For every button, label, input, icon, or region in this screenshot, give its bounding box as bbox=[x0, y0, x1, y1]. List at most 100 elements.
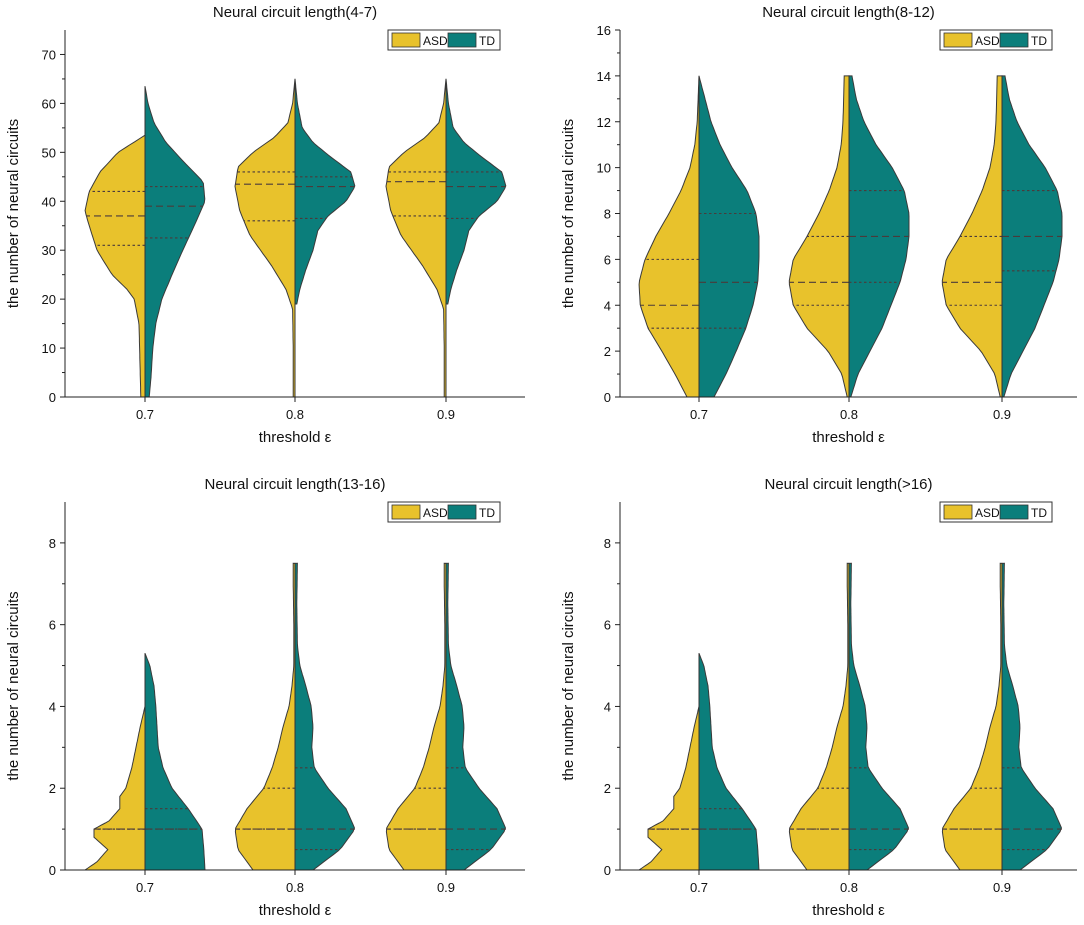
y-tick-label: 4 bbox=[49, 699, 56, 714]
legend-swatch-td bbox=[447, 504, 477, 520]
legend-swatch-asd bbox=[391, 32, 421, 48]
x-axis-label: threshold ε bbox=[259, 429, 332, 446]
x-tick-label: 0.8 bbox=[840, 880, 858, 895]
y-tick-label: 12 bbox=[597, 115, 611, 130]
y-axis-label: the number of neural circuits bbox=[560, 119, 577, 308]
y-tick-label: 60 bbox=[42, 96, 56, 111]
violin-td-0_9 bbox=[445, 562, 506, 871]
violin-asd-0_7 bbox=[83, 706, 146, 871]
violin-asd-0_8 bbox=[234, 562, 296, 871]
legend-label-asd: ASD bbox=[423, 34, 448, 48]
panel-2: Neural circuit length(8-12) 0 2 4 6 8 10 12 14 16… bbox=[560, 4, 1077, 446]
y-tick-label: 0 bbox=[604, 390, 611, 405]
violin-asd-0_9 bbox=[385, 562, 447, 871]
x-tick-label: 0.7 bbox=[136, 880, 154, 895]
violin-asd-0_9 bbox=[385, 78, 447, 398]
violin-asd-0_7 bbox=[638, 75, 700, 398]
legend-label-asd: ASD bbox=[975, 34, 1000, 48]
legend-swatch-asd bbox=[943, 504, 973, 520]
chart-title: Neural circuit length(>16) bbox=[765, 476, 933, 493]
violin-td-0_7 bbox=[144, 653, 206, 871]
legend-label-td: TD bbox=[1031, 34, 1047, 48]
legend: ASD TD bbox=[387, 29, 501, 51]
x-tick-label: 0.9 bbox=[993, 880, 1011, 895]
legend-swatch-td bbox=[999, 32, 1029, 48]
legend: ASD TD bbox=[387, 501, 501, 523]
violin-asd-0_7 bbox=[84, 134, 146, 398]
x-tick-label: 0.9 bbox=[437, 880, 455, 895]
violin-td-0_9 bbox=[445, 78, 507, 305]
chart-title: Neural circuit length(4-7) bbox=[213, 4, 377, 21]
y-tick-label: 0 bbox=[49, 390, 56, 405]
y-tick-label: 70 bbox=[42, 47, 56, 62]
y-tick-label: 4 bbox=[604, 699, 611, 714]
y-tick-label: 40 bbox=[42, 194, 56, 209]
legend-swatch-td bbox=[999, 504, 1029, 520]
y-tick-label: 14 bbox=[597, 69, 611, 84]
legend-label-td: TD bbox=[479, 506, 495, 520]
y-tick-label: 2 bbox=[604, 344, 611, 359]
y-tick-label: 2 bbox=[49, 781, 56, 796]
y-tick-label: 16 bbox=[597, 23, 611, 38]
violin-td-0_7 bbox=[698, 75, 760, 398]
violin-td-0_8 bbox=[848, 75, 910, 398]
y-tick-label: 2 bbox=[604, 781, 611, 796]
y-tick-label: 0 bbox=[604, 863, 611, 878]
chart-title: Neural circuit length(8-12) bbox=[762, 4, 935, 21]
y-tick-label: 20 bbox=[42, 292, 56, 307]
violin-td-0_9 bbox=[1001, 75, 1063, 398]
x-axis-label: threshold ε bbox=[259, 902, 332, 919]
x-tick-label: 0.7 bbox=[690, 880, 708, 895]
x-tick-label: 0.8 bbox=[840, 407, 858, 422]
x-axis-label: threshold ε bbox=[812, 429, 885, 446]
violin-td-0_9 bbox=[1001, 562, 1062, 871]
x-tick-label: 0.7 bbox=[136, 407, 154, 422]
legend-swatch-asd bbox=[391, 504, 421, 520]
y-tick-label: 4 bbox=[604, 298, 611, 313]
panel-3: Neural circuit length(13-16) 0 2 4 6 8 0.7 0.8 0… bbox=[5, 476, 525, 919]
x-tick-label: 0.8 bbox=[286, 880, 304, 895]
legend-swatch-td bbox=[447, 32, 477, 48]
violin-td-0_7 bbox=[698, 653, 760, 871]
violin-asd-0_8 bbox=[788, 75, 850, 398]
y-axis-label: the number of neural circuits bbox=[560, 591, 577, 780]
x-axis-label: threshold ε bbox=[812, 902, 885, 919]
x-tick-label: 0.8 bbox=[286, 407, 304, 422]
y-tick-label: 0 bbox=[49, 863, 56, 878]
legend-label-asd: ASD bbox=[423, 506, 448, 520]
violin-td-0_7 bbox=[144, 86, 206, 398]
violin-td-0_8 bbox=[848, 562, 909, 871]
legend: ASD TD bbox=[939, 29, 1053, 51]
y-tick-label: 6 bbox=[49, 618, 56, 633]
panel-4: Neural circuit length(>16) 0 2 4 6 8 0.7 0.8 0.9… bbox=[560, 476, 1077, 919]
y-tick-label: 10 bbox=[42, 341, 56, 356]
legend-label-asd: ASD bbox=[975, 506, 1000, 520]
violin-td-0_8 bbox=[294, 562, 355, 871]
y-tick-label: 8 bbox=[604, 536, 611, 551]
y-tick-label: 8 bbox=[49, 536, 56, 551]
violin-asd-0_8 bbox=[234, 78, 296, 398]
y-tick-label: 6 bbox=[604, 618, 611, 633]
x-tick-label: 0.9 bbox=[993, 407, 1011, 422]
legend-label-td: TD bbox=[479, 34, 495, 48]
violin-asd-0_9 bbox=[941, 562, 1003, 871]
x-tick-label: 0.9 bbox=[437, 407, 455, 422]
y-tick-label: 8 bbox=[604, 207, 611, 222]
violin-td-0_8 bbox=[294, 78, 356, 305]
legend-swatch-asd bbox=[943, 32, 973, 48]
legend: ASD TD bbox=[939, 501, 1053, 523]
y-tick-label: 50 bbox=[42, 145, 56, 160]
y-tick-label: 6 bbox=[604, 252, 611, 267]
violin-asd-0_7 bbox=[637, 706, 700, 871]
violin-asd-0_8 bbox=[788, 562, 850, 871]
legend-label-td: TD bbox=[1031, 506, 1047, 520]
y-axis-label: the number of neural circuits bbox=[5, 591, 22, 780]
violin-asd-0_9 bbox=[941, 75, 1003, 398]
x-tick-label: 0.7 bbox=[690, 407, 708, 422]
y-axis-label: the number of neural circuits bbox=[5, 119, 22, 308]
y-tick-label: 30 bbox=[42, 243, 56, 258]
chart-title: Neural circuit length(13-16) bbox=[205, 476, 386, 493]
panel-1: Neural circuit length(4-7) 0 10 20 30 40 50 60 7… bbox=[5, 4, 525, 446]
